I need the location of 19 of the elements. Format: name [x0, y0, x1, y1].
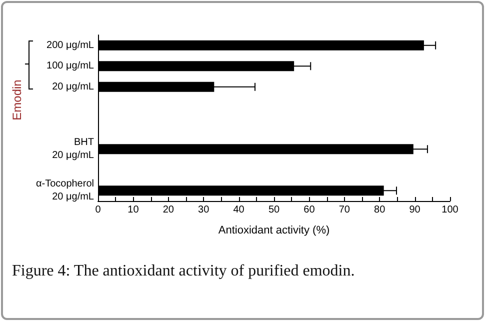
x-tick-label: 100 [442, 204, 459, 216]
x-axis-title: Antioxidant activity (%) [218, 224, 330, 236]
y-tick-label: 20 μg/mL [52, 81, 94, 92]
x-tick-label: 40 [233, 204, 245, 216]
x-tick-label: 90 [409, 204, 421, 216]
x-tick-label: 50 [268, 204, 280, 216]
x-tick-label: 30 [198, 204, 210, 216]
text: Figure 4: The antioxidant activity of purified emodin. [12, 262, 355, 280]
y-tick-label: 100 μg/mL [46, 60, 94, 72]
y-tick-label: α-Tocopherol 20 μg/mL [36, 178, 94, 203]
x-tick-label: 10 [128, 204, 140, 216]
y-tick-label: BHT 20 μg/mL [52, 137, 94, 162]
x-tick-label: 80 [374, 204, 386, 216]
x-tick-label: 0 [95, 204, 102, 216]
x-tick-label: 70 [338, 204, 350, 216]
y-tick-label: 200 μg/mL [46, 40, 94, 51]
text: Emodin [10, 80, 24, 120]
x-tick-label: 20 [162, 204, 174, 216]
x-tick-label: 60 [304, 204, 316, 216]
